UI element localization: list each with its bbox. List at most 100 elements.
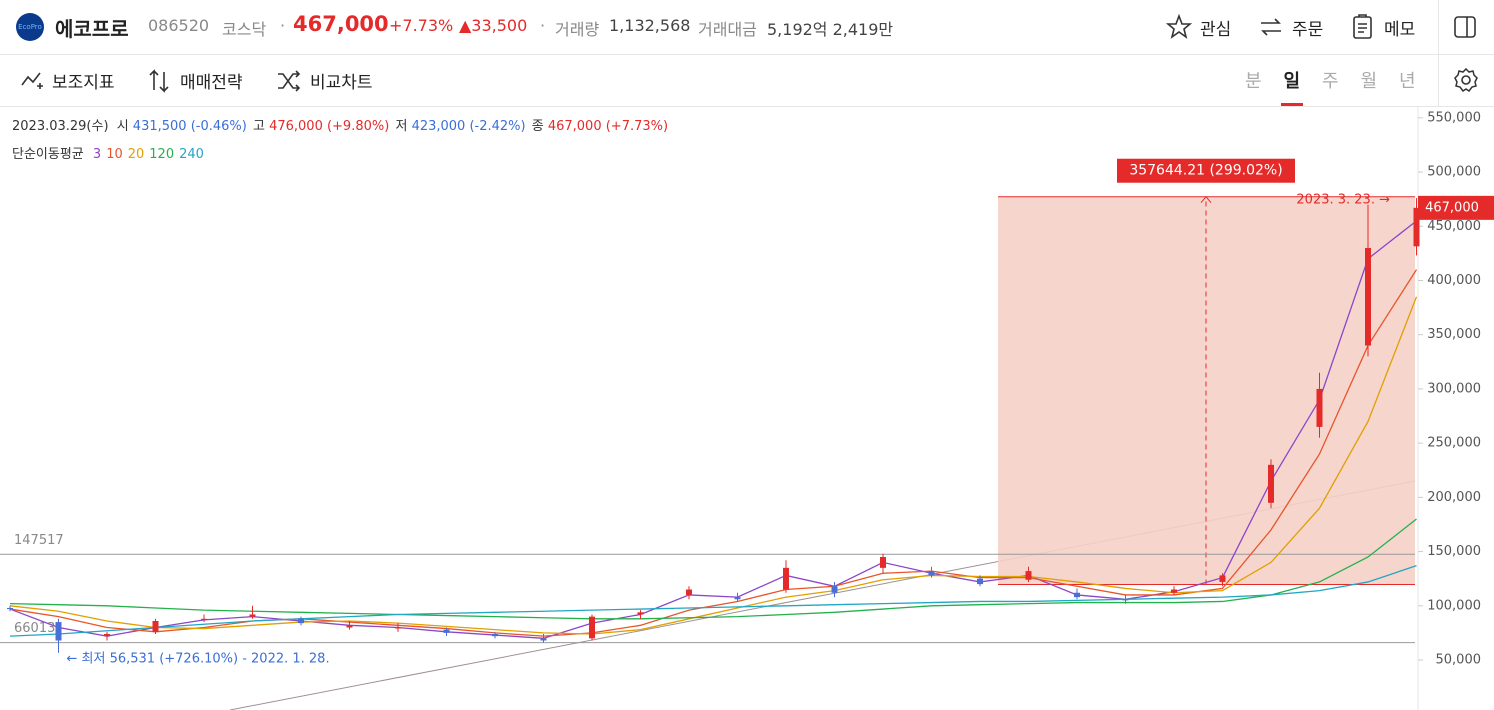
candle-body xyxy=(443,629,450,633)
low-label: 저 xyxy=(395,119,408,134)
stock-name: 에코프로 xyxy=(55,17,129,41)
candle-body xyxy=(540,638,547,641)
y-tick-label: 550,000 xyxy=(1427,110,1481,125)
candle-body xyxy=(783,567,789,590)
tab-underline xyxy=(1280,103,1303,106)
indicator-label: 단순이동평균 xyxy=(12,147,84,162)
indicator-icon[interactable] xyxy=(20,68,44,92)
period-tab[interactable]: 일 xyxy=(1283,71,1301,92)
price: 467,000 xyxy=(293,12,389,36)
strategy-icon[interactable] xyxy=(147,68,173,94)
period-tab[interactable]: 분 xyxy=(1245,71,1262,92)
candle-body xyxy=(1171,589,1177,593)
volume: 1,132,568 xyxy=(609,16,691,35)
candle-body xyxy=(637,612,644,615)
candle-body xyxy=(880,557,886,568)
action-button[interactable]: 메모 xyxy=(1384,20,1416,40)
candle-body xyxy=(55,622,62,641)
range-label: 357644.21 (299.02%) xyxy=(1129,163,1282,179)
arrow-head xyxy=(1200,195,1212,204)
market: 코스닥 xyxy=(222,20,267,39)
y-tick-label: 250,000 xyxy=(1427,436,1481,451)
compare-icon[interactable] xyxy=(276,68,302,94)
close-label: 종 xyxy=(531,119,544,134)
ma-line xyxy=(9,518,1417,620)
candle-body xyxy=(1122,599,1129,601)
price-tag-bg xyxy=(1418,195,1494,220)
star-icon[interactable] xyxy=(1166,14,1192,40)
legend-entry: 120 xyxy=(149,147,175,162)
amount: 5,192억 2,419만 xyxy=(767,20,894,39)
candle-body xyxy=(686,589,692,595)
period-tab[interactable]: 주 xyxy=(1322,71,1339,92)
candle-body xyxy=(1219,575,1226,582)
ma-line xyxy=(9,565,1417,637)
change-pct: +7.73% xyxy=(389,16,454,35)
period-tab[interactable]: 월 xyxy=(1360,71,1378,92)
settings-icon[interactable] xyxy=(1454,68,1478,92)
amount-label: 거래대금 xyxy=(698,20,757,39)
candle-body xyxy=(928,571,935,576)
tool-button[interactable]: 매매전략 xyxy=(180,73,243,93)
ohlc-line: 2023.03.29(수) 시 431,500 (-0.46%) 고 476,0… xyxy=(12,115,668,134)
logo: EcoPro xyxy=(16,13,44,41)
candle-body xyxy=(589,616,595,639)
period-tab[interactable]: 년 xyxy=(1399,71,1416,92)
legend: 단순이동평균 3 10 20 120 240 xyxy=(12,143,204,162)
divider xyxy=(1438,0,1439,54)
legend-entry: 10 xyxy=(106,147,123,162)
candle-body xyxy=(346,625,353,628)
candle-body xyxy=(1316,388,1323,427)
candle-body xyxy=(298,618,304,624)
panel-icon[interactable] xyxy=(1453,15,1477,39)
open-value: 431,500 (-0.46%) xyxy=(132,119,247,134)
candle-body xyxy=(7,607,13,610)
y-tick-label: 450,000 xyxy=(1427,219,1481,234)
legend-entry: 3 xyxy=(92,147,102,162)
legend-entry: 240 xyxy=(179,147,204,162)
tool-button[interactable]: 보조지표 xyxy=(52,73,115,93)
legend-entry: 20 xyxy=(127,147,145,162)
action-button[interactable]: 주문 xyxy=(1292,20,1324,40)
y-tick-label: 400,000 xyxy=(1427,273,1481,288)
close-value: 467,000 (+7.73%) xyxy=(547,119,669,134)
y-tick-label: 50,000 xyxy=(1436,653,1482,668)
order-icon[interactable] xyxy=(1258,14,1284,40)
high-label: 고 xyxy=(252,119,265,134)
y-tick-label: 500,000 xyxy=(1427,165,1481,180)
ma-line xyxy=(9,296,1418,635)
header: EcoPro 에코프로 086520 코스닥 · 467,000 +7.73% … xyxy=(0,0,1494,55)
candle-body xyxy=(1268,464,1274,503)
logo-text: EcoPro xyxy=(18,23,42,31)
level-label: 66013 xyxy=(14,621,55,636)
volume-label: 거래량 xyxy=(555,20,600,39)
level-label: 147517 xyxy=(14,533,64,548)
candle-body xyxy=(1025,571,1032,580)
y-tick-label: 300,000 xyxy=(1427,381,1481,396)
high-note: 2023. 3. 23. → xyxy=(1296,193,1390,208)
open-label: 시 xyxy=(116,119,129,134)
candle-body xyxy=(734,597,741,600)
tool-button[interactable]: 비교차트 xyxy=(310,73,373,93)
y-tick-label: 350,000 xyxy=(1427,327,1481,342)
separator: · xyxy=(540,16,546,35)
candle-body xyxy=(249,614,256,617)
chart: 357644.21 (299.02%) 147517 66013 550,000 500… xyxy=(0,107,1494,710)
y-tick-label: 150,000 xyxy=(1427,544,1481,559)
memo-icon[interactable] xyxy=(1350,13,1376,41)
candle-body xyxy=(152,620,159,632)
candle-body xyxy=(201,618,207,620)
candle-body xyxy=(1413,207,1420,247)
stock-code: 086520 xyxy=(148,16,210,35)
date: 2023.03.29(수) xyxy=(12,119,109,134)
price-tag: 467,000 xyxy=(1425,200,1479,215)
low-value: 423,000 (-2.42%) xyxy=(411,119,526,134)
divider xyxy=(1438,55,1439,106)
candle-body xyxy=(492,633,498,637)
candle-body xyxy=(1365,247,1371,346)
high-value: 476,000 (+9.80%) xyxy=(269,119,390,134)
action-button[interactable]: 관심 xyxy=(1200,20,1232,40)
change: ▲33,500 xyxy=(459,16,528,35)
